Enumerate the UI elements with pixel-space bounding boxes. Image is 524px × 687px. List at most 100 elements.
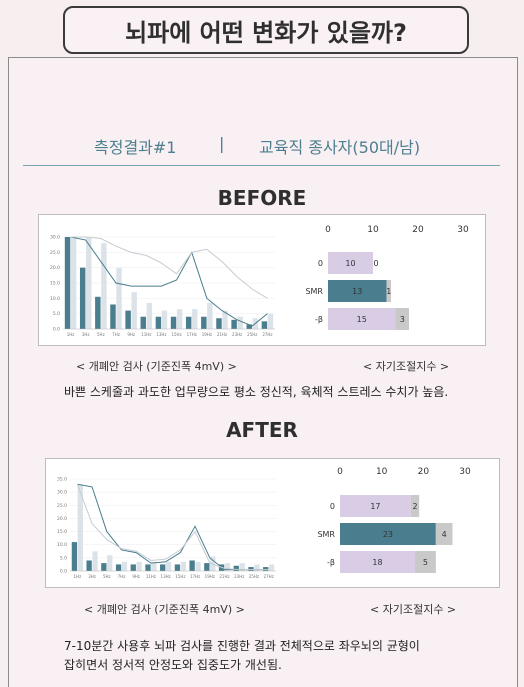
title-box: 뇌파에 어떤 변화가 있을까? (63, 6, 469, 54)
bar-dark (140, 316, 146, 329)
after-caption-left: < 개폐안 검사 (기준진폭 4mV) > (84, 603, 245, 616)
x-tick-label: 25Hz (249, 574, 259, 579)
bar-dark (231, 319, 237, 329)
y-tick-label: 30.0 (50, 235, 60, 241)
value-label: 1 (386, 287, 391, 296)
x-tick-label: 25Hz (247, 332, 257, 337)
x-tick-label: 30 (457, 225, 469, 235)
bar-dark (174, 564, 181, 571)
y-tick-label: 25.0 (57, 503, 67, 509)
bar-dark (125, 310, 131, 329)
bar-dark (170, 316, 177, 329)
bar-light (195, 561, 201, 571)
bar-dark (233, 565, 239, 571)
after-heading: AFTER (226, 418, 298, 442)
bar-dark (185, 316, 192, 329)
category-label: 0 (330, 502, 335, 511)
x-tick-label: 10 (367, 225, 379, 235)
bar-dark (110, 304, 116, 329)
x-tick-label: 20 (412, 225, 424, 235)
bar-segment-main (328, 252, 373, 274)
value-label: 17 (370, 502, 380, 511)
after-note-line1: 7-10분간 사용후 뇌파 검사를 진행한 결과 전체적으로 좌우뇌의 균형이 (64, 639, 420, 653)
bar-light (136, 561, 142, 571)
x-tick-label: 23Hz (232, 332, 242, 337)
x-tick-label: 1Hz (74, 574, 82, 579)
x-tick-label: 15Hz (175, 574, 185, 579)
before-note: 바쁜 스케줄과 과도한 업무량으로 평소 정신적, 육체적 스트레스 수치가 높… (64, 385, 449, 399)
x-tick-label: 11Hz (141, 332, 151, 337)
series-line-light (76, 484, 269, 571)
x-tick-label: 3Hz (88, 574, 96, 579)
x-tick-label: 5Hz (103, 574, 111, 579)
bar-light (107, 555, 113, 571)
y-tick-label: 0.0 (53, 327, 60, 333)
bar-light (180, 561, 186, 571)
value-label: 0 (373, 259, 378, 268)
x-tick-label: 13Hz (156, 332, 166, 337)
before-caption-right: < 자기조절지수 > (363, 360, 450, 373)
x-tick-label: 17Hz (187, 332, 197, 337)
y-tick-label: 10.0 (50, 296, 60, 302)
bar-segment-extra (395, 308, 409, 330)
x-tick-label: 27Hz (262, 332, 272, 337)
bar-light (165, 561, 172, 571)
before-caption-left: < 개폐안 검사 (기준진폭 4mV) > (76, 360, 237, 373)
bar-dark (201, 316, 207, 329)
result-label: 측정결과#1 (94, 138, 177, 157)
x-tick-label: 0 (337, 467, 343, 477)
x-tick-label: 21Hz (219, 574, 229, 579)
y-tick-label: 5.0 (60, 555, 67, 561)
bar-dark (86, 560, 92, 571)
series-line-dark (70, 236, 268, 327)
y-tick-label: 10.0 (57, 542, 67, 548)
x-tick-label: 7Hz (118, 574, 126, 579)
bar-light (207, 302, 213, 329)
value-label: 4 (442, 530, 447, 539)
category-label: -β (315, 315, 323, 324)
category-label: SMR (317, 530, 335, 539)
after-caption-right: < 자기조절지수 > (370, 603, 457, 616)
bar-dark (71, 542, 78, 571)
bar-light (268, 564, 275, 571)
category-label: 0 (318, 259, 323, 268)
series-line-dark (77, 483, 269, 571)
bar-dark (261, 321, 268, 329)
bar-dark (263, 567, 269, 571)
value-label: 3 (400, 315, 405, 324)
value-label: 13 (352, 287, 362, 296)
separator: | (219, 134, 225, 153)
x-tick-label: 3Hz (82, 332, 90, 337)
bar-light (146, 302, 153, 329)
x-tick-label: 30 (459, 467, 471, 477)
x-tick-label: 13Hz (161, 574, 171, 579)
bar-dark (246, 324, 252, 329)
value-label: 15 (357, 315, 367, 324)
bar-dark (189, 560, 195, 571)
bar-light (77, 484, 83, 571)
bar-segment-main (328, 280, 387, 302)
x-tick-label: 21Hz (217, 332, 227, 337)
bar-dark (95, 296, 101, 329)
x-tick-label: 17Hz (190, 574, 200, 579)
x-tick-label: 23Hz (234, 574, 244, 579)
bar-light (70, 237, 77, 329)
x-tick-label: 19Hz (205, 574, 215, 579)
value-label: 10 (345, 259, 355, 268)
bar-segment-extra (386, 280, 391, 302)
x-tick-label: 15Hz (171, 332, 181, 337)
y-tick-label: 25.0 (50, 250, 60, 256)
x-tick-label: 10 (376, 467, 388, 477)
value-label: 2 (412, 502, 417, 511)
bar-light (224, 563, 231, 571)
before-panel: 0.0 5.0 10.0 15.0 20.0 25.0 30.0 1Hz 3Hz 5Hz 7Hz 9H… (38, 214, 486, 346)
x-tick-label: 11Hz (146, 574, 156, 579)
after-note-line2: 잡히면서 정서적 안정도와 집중도가 개선됨. (64, 658, 282, 672)
bar-segment-main (340, 495, 411, 517)
bar-dark (115, 564, 122, 571)
bar-dark (64, 237, 71, 329)
x-tick-label: 7Hz (112, 332, 120, 337)
bar-light (92, 551, 98, 571)
bar-dark (155, 316, 162, 329)
divider (23, 165, 500, 166)
